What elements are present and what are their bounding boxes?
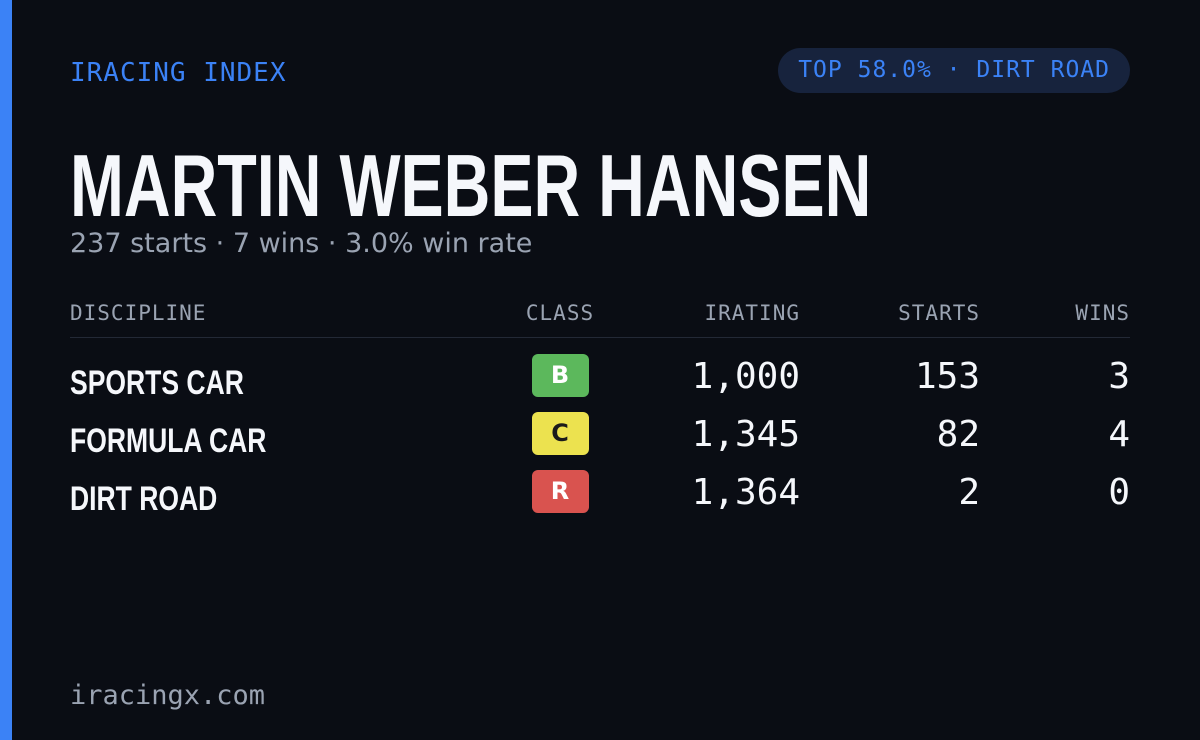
column-header: DISCIPLINE: [70, 301, 207, 325]
stat-wins: 4: [1108, 414, 1130, 455]
column-header: WINS: [1075, 301, 1130, 325]
stat-starts: 2: [958, 472, 980, 513]
class-badge: C: [531, 412, 589, 455]
stat-irating: 1,345: [691, 414, 800, 455]
accent-stripe: [0, 0, 12, 740]
stat-wins: 0: [1108, 472, 1130, 513]
footer-site: iracingx.com: [70, 680, 266, 711]
column-header: CLASS: [525, 301, 595, 325]
discipline-name: SPORTS CAR: [70, 364, 244, 402]
class-badge: B: [531, 354, 589, 397]
stat-starts: 82: [936, 414, 980, 455]
brand: IRACING INDEX: [70, 58, 287, 88]
percentile-badge: TOP 58.0% · DIRT ROAD: [778, 48, 1130, 93]
column-header: STARTS: [898, 301, 980, 325]
discipline-name: FORMULA CAR: [70, 422, 267, 460]
stat-wins: 3: [1108, 356, 1130, 397]
driver-name: MARTIN WEBER HANSEN: [70, 136, 872, 235]
stat-irating: 1,000: [691, 356, 800, 397]
stat-irating: 1,364: [691, 472, 800, 513]
driver-summary: 237 starts · 7 wins · 3.0% win rate: [70, 228, 533, 259]
class-badge: R: [531, 470, 589, 513]
discipline-name: DIRT ROAD: [70, 480, 218, 518]
stat-starts: 153: [914, 356, 980, 397]
header-rule: [70, 337, 1130, 338]
column-header: IRATING: [704, 301, 800, 325]
